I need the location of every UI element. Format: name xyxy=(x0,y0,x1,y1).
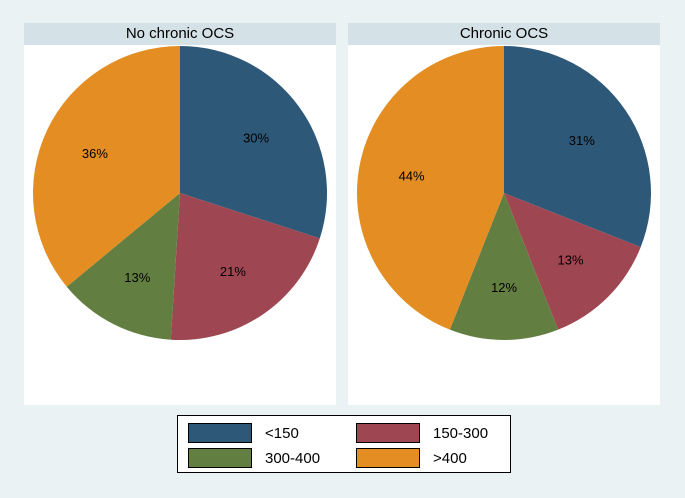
legend-item: <150 xyxy=(188,422,299,444)
legend-label: >400 xyxy=(433,449,467,467)
pie-slice-150-300 xyxy=(504,193,641,330)
slice-label-300-400: 12% xyxy=(491,280,517,295)
slice-label-gt-400: 36% xyxy=(82,146,108,161)
legend-label: 300-400 xyxy=(265,449,321,467)
slice-label-150-300: 13% xyxy=(557,253,583,268)
slice-label-lt-150: 30% xyxy=(243,131,269,146)
panel-title: No chronic OCS xyxy=(24,23,336,45)
pie-panel-chronic-ocs: Chronic OCS 31% 13% 12% 44% xyxy=(348,23,660,405)
legend-item: >400 xyxy=(356,447,467,469)
slice-label-150-300: 21% xyxy=(220,264,246,279)
legend-swatch xyxy=(188,423,252,443)
legend-swatch xyxy=(188,448,252,468)
legend-item: 150-300 xyxy=(356,422,488,444)
pie-slice-lt-150 xyxy=(180,46,328,239)
pie-chart-no-chronic-ocs: 30% 21% 13% 36% xyxy=(32,46,328,341)
pie-slice-lt-150 xyxy=(504,46,652,248)
slice-label-300-400: 13% xyxy=(124,270,150,285)
legend-label: 150-300 xyxy=(433,424,489,442)
legend-item: 300-400 xyxy=(188,447,320,469)
legend-swatch xyxy=(356,448,420,468)
pie-panel-no-chronic-ocs: No chronic OCS 30% 21% 13% 36% xyxy=(24,23,336,405)
pie-slice-gt-400 xyxy=(356,45,504,330)
legend-swatch xyxy=(356,423,420,443)
pie-chart-chronic-ocs: 31% 13% 12% 44% xyxy=(356,45,652,341)
slice-label-gt-400: 44% xyxy=(399,168,425,183)
pie-slice-300-400 xyxy=(66,193,180,340)
legend: <150 150-300 300-400 >400 xyxy=(177,415,511,473)
pie-slice-150-300 xyxy=(170,193,320,341)
pie-slice-300-400 xyxy=(449,193,559,341)
pie-slice-gt-400 xyxy=(32,46,181,287)
panel-title: Chronic OCS xyxy=(348,23,660,45)
slice-label-lt-150: 31% xyxy=(569,133,595,148)
legend-label: <150 xyxy=(265,424,299,442)
